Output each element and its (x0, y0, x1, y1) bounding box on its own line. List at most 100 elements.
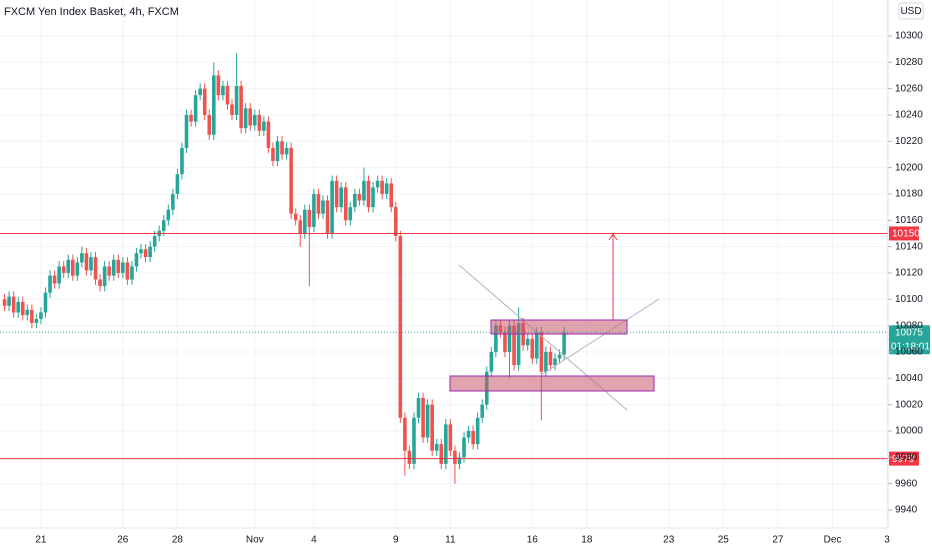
candle-body (275, 141, 280, 162)
candle-body (134, 253, 139, 267)
candle-body (366, 180, 371, 208)
candle-body (184, 114, 189, 148)
candle-body (230, 104, 234, 115)
arrow-head (608, 233, 618, 241)
x-tick-label: 9 (393, 535, 399, 546)
candle-body (148, 246, 152, 258)
candle-body (239, 85, 243, 129)
x-tick-label: 3 (884, 535, 890, 546)
zone (490, 319, 628, 335)
candle-body (516, 322, 521, 366)
candle-body (475, 417, 480, 445)
y-tick-label: 10300 (895, 31, 923, 42)
candle-body (280, 141, 284, 155)
chart-title: FXCM Yen Index Basket, 4h, FXCM (4, 6, 179, 18)
y-tick-label: 10000 (895, 426, 923, 437)
candle-body (80, 253, 84, 263)
candle-body (25, 309, 30, 316)
candle-body (102, 266, 107, 287)
last-price-label: 10075 (895, 327, 923, 338)
y-tick-label: 10200 (895, 162, 923, 173)
candle-body (16, 301, 20, 313)
candle-body (180, 147, 184, 175)
candle-body (448, 424, 453, 451)
candle-body (434, 444, 439, 451)
candle-body (221, 85, 225, 96)
price-tag-label: 9979 (892, 454, 915, 465)
candle-body (262, 121, 266, 131)
grid (0, 0, 888, 528)
candle-body (325, 200, 330, 234)
candle-body (116, 259, 121, 273)
candle-body (48, 275, 52, 293)
candle-body (343, 187, 348, 221)
candle-body (480, 404, 485, 418)
currency-button[interactable] (898, 2, 924, 20)
candle-body (107, 266, 111, 276)
candle-body (348, 207, 353, 221)
x-tick-label: 28 (172, 535, 184, 546)
candle-body (175, 174, 180, 194)
currency-label[interactable]: USD (900, 6, 921, 17)
y-tick-label: 9980 (895, 452, 918, 463)
y-tick-label: 10220 (895, 136, 923, 147)
candle-body (457, 457, 462, 464)
candle-body (316, 193, 321, 214)
y-tick-label: 10040 (895, 373, 923, 384)
candle-body (284, 147, 289, 155)
candle-body (125, 262, 130, 280)
candle-body (389, 183, 394, 208)
candle-body (30, 309, 34, 323)
candle-body (243, 108, 248, 129)
candle-body (471, 430, 475, 445)
candle-body (557, 354, 562, 359)
candle-body (20, 301, 25, 316)
candle-body (512, 325, 516, 366)
candle-body (171, 193, 175, 210)
candle-body (439, 444, 444, 464)
candle-body (271, 147, 275, 162)
y-tick-label: 10060 (895, 347, 923, 358)
candle-body (34, 319, 39, 323)
candle-body (425, 404, 430, 438)
candle-body (61, 266, 66, 273)
candle-body (7, 296, 11, 306)
candle-body (257, 114, 262, 131)
x-tick-label: 11 (445, 535, 456, 546)
candle-body (207, 114, 212, 135)
candle-body (93, 257, 98, 280)
candle-body (503, 332, 507, 352)
candle-body (130, 266, 134, 280)
candle-body (494, 325, 498, 352)
candle-body (321, 200, 325, 214)
y-tick-label: 10180 (895, 189, 923, 200)
candle-body (66, 259, 71, 273)
candle-body (403, 417, 407, 451)
candle-body (430, 404, 434, 451)
y-tick-label: 10160 (895, 215, 923, 226)
candle-body (375, 180, 380, 188)
candle-body (98, 279, 102, 287)
candle-body (307, 209, 312, 227)
candle-body (161, 220, 166, 231)
candle-body (289, 147, 293, 214)
candle-body (489, 351, 494, 372)
candle-body (139, 249, 143, 254)
candles (2, 53, 566, 484)
candle-body (371, 187, 375, 208)
candle-body (525, 338, 530, 346)
candle-body (562, 332, 566, 355)
y-tick-label: 10020 (895, 399, 923, 410)
y-tick-label: 10100 (895, 294, 923, 305)
y-tick-label: 9960 (895, 478, 918, 489)
y-tick-label: 10240 (895, 110, 923, 121)
candle-body (416, 398, 421, 418)
candle-body (75, 262, 80, 276)
candle-body (339, 187, 343, 208)
candle-body (312, 193, 316, 227)
y-tick-label: 10120 (895, 268, 923, 279)
candle-body (248, 108, 253, 126)
candle-body (166, 209, 171, 221)
y-tick-label: 10080 (895, 320, 923, 331)
candle-body (353, 193, 357, 208)
